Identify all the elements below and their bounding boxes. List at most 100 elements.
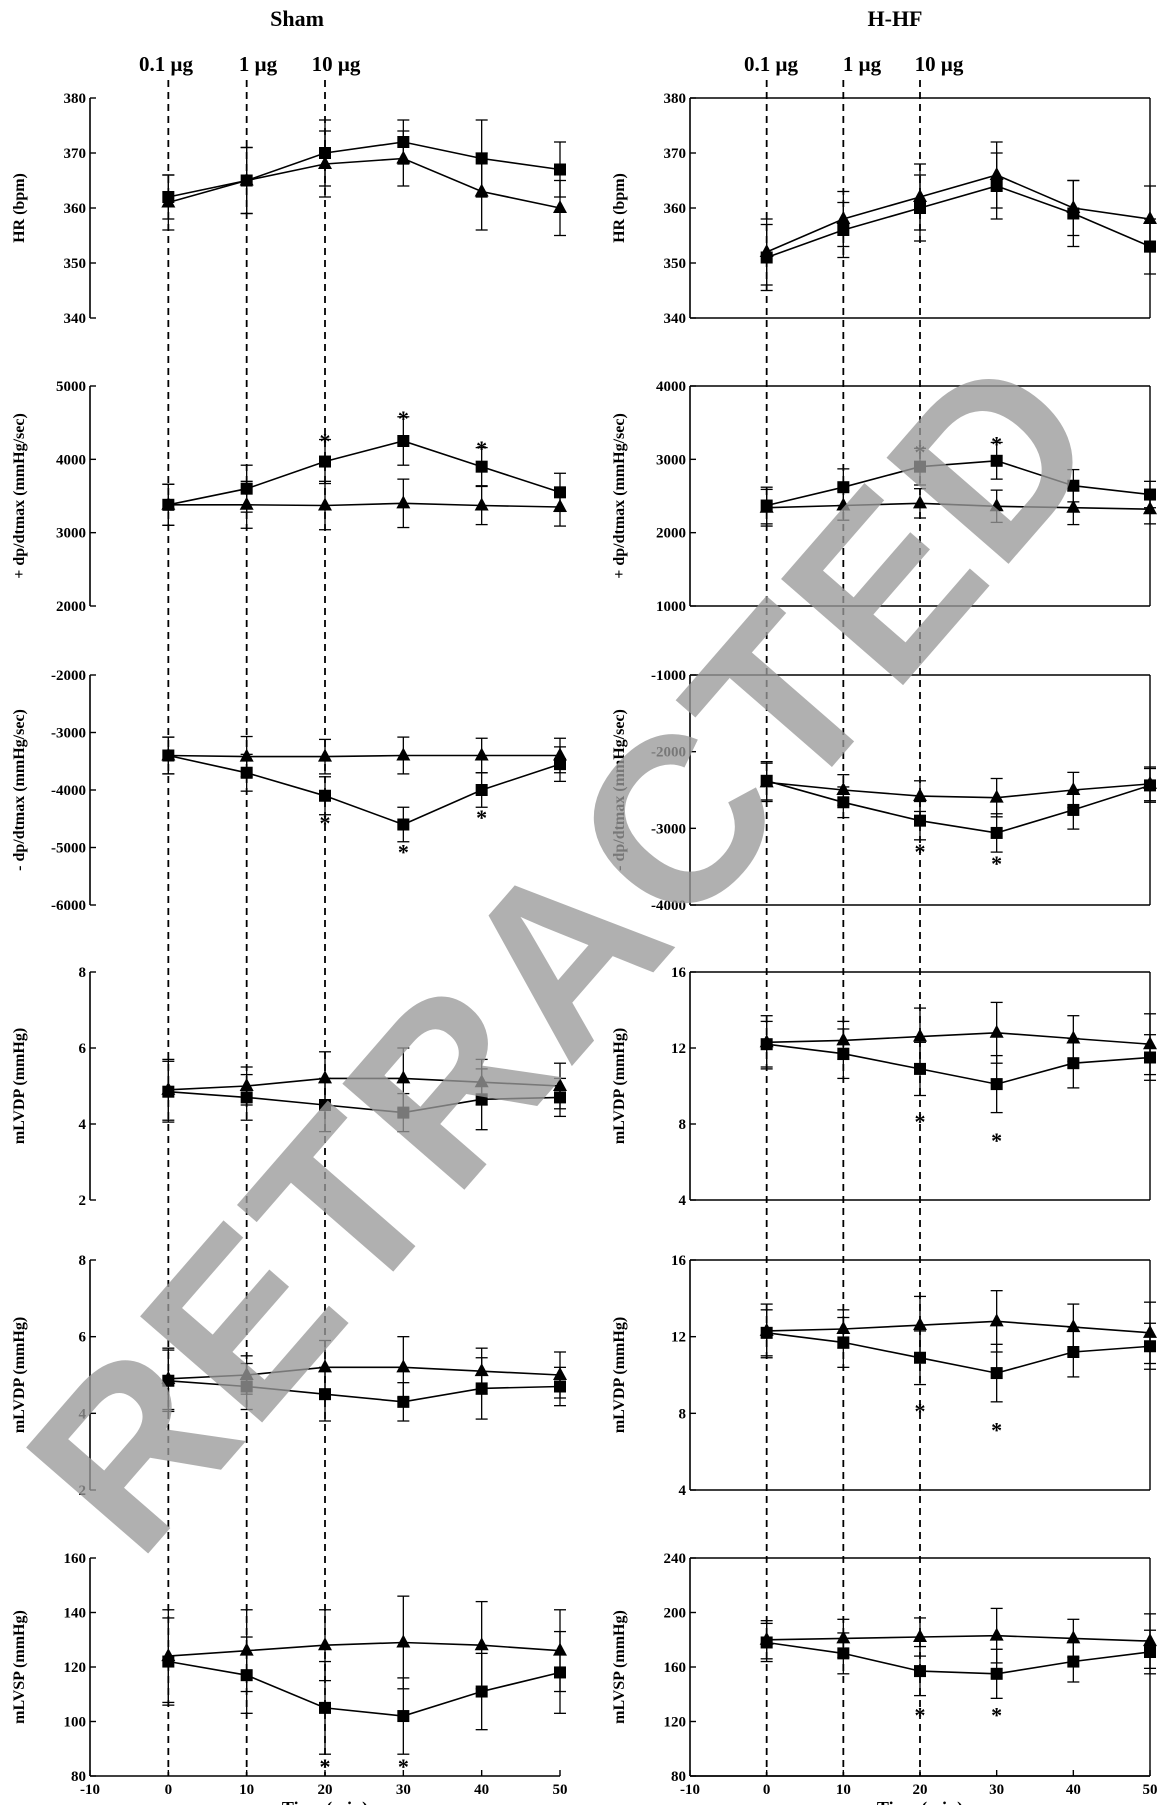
triangle-marker	[553, 1642, 567, 1656]
triangle-marker	[989, 789, 1004, 803]
series-line-triangle	[766, 781, 1151, 799]
square-marker	[319, 789, 331, 802]
triangle-marker	[553, 200, 567, 213]
y-axis-title: HR (bpm)	[11, 173, 28, 243]
triangle-marker	[1066, 782, 1081, 795]
series-line-square	[766, 1332, 1151, 1374]
y-tick-label: -5000	[51, 841, 86, 857]
square-marker	[1067, 1655, 1080, 1668]
panel: 340 350 360 370 380 HR (bpm)	[611, 91, 1157, 327]
x-tick-label: 50	[553, 1782, 568, 1798]
significance-star: *	[320, 811, 331, 836]
y-tick-label: 5000	[56, 379, 86, 395]
dose-label: 1 μg	[239, 52, 278, 76]
series-line-triangle	[168, 1077, 561, 1091]
triangle-marker	[989, 1313, 1004, 1327]
significance-star: *	[991, 431, 1002, 456]
triangle-marker	[396, 1070, 411, 1084]
y-tick-label: -3000	[651, 821, 686, 837]
y-axis-title: - dp/dtmax (mmHg/sec)	[11, 709, 28, 871]
significance-star: *	[915, 1109, 926, 1134]
series-line-triangle	[766, 1320, 1151, 1334]
x-axis-title: Time (min)	[282, 1798, 368, 1805]
y-axis-title: + dp/dtmax (mmHg/sec)	[611, 413, 628, 579]
y-tick-label: -4000	[651, 898, 686, 914]
y-tick-label: 120	[664, 1715, 687, 1731]
triangle-marker	[1143, 1324, 1157, 1338]
triangle-marker	[1066, 1630, 1081, 1644]
triangle-marker	[474, 1637, 489, 1651]
y-axis-title: HR (bpm)	[611, 173, 628, 243]
triangle-marker	[836, 1630, 851, 1644]
x-tick-label: 10	[239, 1782, 254, 1798]
triangle-marker	[989, 1627, 1004, 1641]
triangle-marker	[318, 156, 332, 169]
y-tick-label: 4	[79, 1406, 87, 1422]
y-tick-label: 370	[664, 146, 687, 162]
y-tick-label: 6	[79, 1041, 87, 1057]
y-axis-title: mLVSP (mmHg)	[611, 1610, 628, 1724]
series-line-square	[766, 1641, 1151, 1675]
series-line-triangle	[168, 754, 560, 758]
y-axis-title: mLVDP (mmHg)	[11, 1028, 28, 1144]
square-marker	[397, 435, 410, 447]
dose-markers	[167, 80, 921, 1776]
y-tick-label: 360	[64, 201, 87, 217]
square-marker	[475, 460, 488, 473]
significance-star: *	[915, 1399, 926, 1424]
y-tick-label: 80	[71, 1769, 86, 1785]
y-tick-label: 2	[79, 1193, 87, 1209]
y-tick-label: -2000	[651, 745, 686, 761]
panel: 340 350 360 370 380 HR (bpm)	[11, 91, 567, 327]
triangle-marker	[1066, 200, 1081, 213]
y-tick-label: 2000	[56, 599, 86, 615]
triangle-marker	[1066, 1319, 1081, 1333]
triangle-marker	[553, 499, 567, 512]
y-tick-label: 2000	[656, 526, 686, 542]
y-axis-title: + dp/dtmax (mmHg/sec)	[11, 413, 28, 579]
y-tick-label: 4	[679, 1483, 687, 1499]
dose-label: 10 μg	[312, 52, 361, 76]
triangle-marker	[989, 498, 1004, 512]
triangle-marker	[989, 1024, 1004, 1038]
square-marker	[990, 1667, 1003, 1680]
series-line-square	[766, 1043, 1151, 1085]
panel: 4 8 12 16 mLVDP (mmHg) * *	[611, 965, 1157, 1209]
y-tick-label: 160	[664, 1660, 687, 1676]
y-tick-label: 350	[664, 256, 687, 272]
y-tick-label: 8	[79, 1253, 87, 1269]
y-tick-label: 3000	[656, 452, 686, 468]
x-tick-label: -10	[680, 1782, 700, 1798]
square-marker	[1067, 479, 1080, 492]
y-tick-label: 380	[64, 91, 87, 107]
triangle-marker	[474, 1074, 489, 1088]
dose-label: 0.1 μg	[139, 52, 193, 76]
series-line-triangle	[168, 1366, 561, 1380]
dose-label: 0.1 μg	[744, 52, 798, 76]
triangle-marker	[1143, 1036, 1157, 1050]
significance-star: *	[991, 851, 1002, 876]
x-tick-label: 40	[1066, 1782, 1081, 1798]
series-line-square	[168, 440, 561, 506]
square-marker	[837, 481, 850, 494]
y-tick-label: 8	[679, 1117, 687, 1133]
series-line-triangle	[168, 157, 561, 209]
triangle-marker	[396, 150, 411, 164]
series-line-triangle	[766, 1634, 1151, 1642]
y-tick-label: 160	[64, 1551, 87, 1567]
y-tick-label: 140	[64, 1606, 87, 1622]
significance-star: *	[398, 1754, 409, 1779]
x-tick-label: 20	[318, 1782, 333, 1798]
square-marker	[1067, 1346, 1080, 1358]
triangle-marker	[239, 1367, 254, 1380]
y-tick-label: 360	[664, 201, 687, 217]
triangle-marker	[396, 747, 411, 761]
y-axis-title: mLVSP (mmHg)	[11, 1610, 28, 1724]
y-axis-title: mLVDP (mmHg)	[11, 1317, 28, 1433]
dose-label: 10 μg	[915, 52, 964, 76]
triangle-marker	[239, 1078, 254, 1091]
significance-star: *	[991, 1418, 1002, 1443]
square-marker	[1067, 1057, 1080, 1070]
